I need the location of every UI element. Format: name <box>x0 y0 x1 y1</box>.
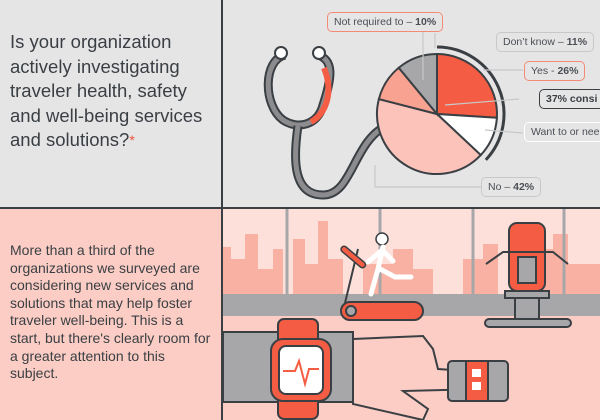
smartwatch-arm-icon <box>223 318 509 420</box>
body-panel: More than a third of the organizations w… <box>0 209 223 420</box>
weight-machine-icon <box>484 222 572 328</box>
pie-chart <box>376 45 506 175</box>
body-text: More than a third of the organizations w… <box>10 242 211 382</box>
label-no: No – 42% <box>481 177 542 197</box>
question-heading: Is your organization actively investigat… <box>10 30 215 153</box>
considering-bracket <box>436 45 506 161</box>
label-yes: Yes - 26% <box>524 61 586 81</box>
pie-chart-panel: Not required to – 10% Don’t know – 11% Y… <box>223 0 600 207</box>
gym-scene <box>223 209 600 420</box>
divider <box>0 207 600 209</box>
question-text: Is your organization actively investigat… <box>10 31 203 150</box>
footnote-asterisk: * <box>129 132 135 148</box>
pie-slice-yes <box>436 52 498 119</box>
label-want-to: Want to or nee <box>524 122 600 142</box>
stethoscope-illustration <box>263 30 524 200</box>
pie-slice-no <box>376 97 483 175</box>
label-dont-know: Don’t know – 11% <box>496 32 595 52</box>
label-not-required: Not required to – 10% <box>327 12 444 32</box>
gym-illustration <box>223 209 600 420</box>
label-considering: 37% consi <box>539 89 600 109</box>
pie-slice-don-t-know <box>397 52 438 117</box>
treadmill-icon <box>340 232 424 321</box>
question-panel: Is your organization actively investigat… <box>0 0 223 207</box>
